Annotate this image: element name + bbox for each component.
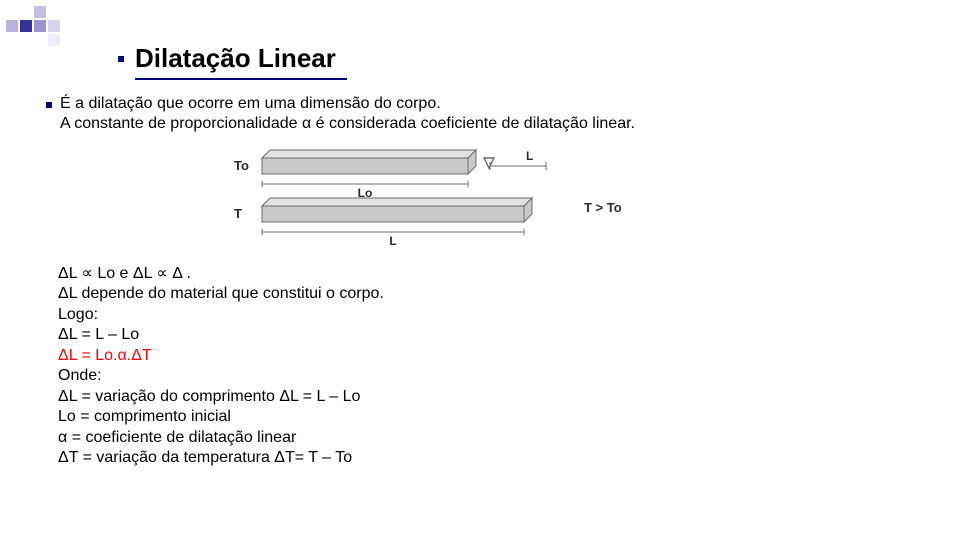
intro-line-1: É a dilatação que ocorre em uma dimensão… [60,94,635,114]
intro-text: É a dilatação que ocorre em uma dimensão… [60,94,635,134]
line-logo: Logo: [58,305,384,325]
intro-line-2: A constante de proporcionalidade α é con… [60,114,635,134]
page-title: Dilatação Linear [135,44,336,73]
svg-text:T: T [234,206,242,221]
body-text: ΔL ∝ Lo e ΔL ∝ Δ . ΔL depende do materia… [58,264,384,469]
line-onde: Onde: [58,366,384,386]
line-depende: ΔL depende do material que constitui o c… [58,284,384,304]
svg-text:T > To: T > To [584,200,622,215]
deco-box [48,34,60,46]
slide: Dilatação Linear É a dilatação que ocorr… [0,0,960,540]
dl-def-label: ΔL = variação do comprimento [58,388,279,405]
diagram-svg: To T Lo L L T > To [210,148,680,248]
deco-box [48,20,60,32]
dl-def-eq: ΔL = L – Lo [279,388,360,405]
body-bullet [46,102,52,108]
line-lo-def: Lo = comprimento inicial [58,407,384,427]
deco-box [34,20,46,32]
dilation-diagram: To T Lo L L T > To [210,148,680,253]
svg-text:L: L [526,149,533,163]
line-prop: ΔL ∝ Lo e ΔL ∝ Δ . [58,264,384,284]
deco-box [6,20,18,32]
dt-def-eq: ΔT= T – To [274,449,352,466]
deco-box [34,6,46,18]
svg-text:L: L [389,234,396,248]
dt-def-label: ΔT = variação da temperatura [58,449,274,466]
line-dt-def: ΔT = variação da temperatura ΔT= T – To [58,448,384,468]
svg-text:Lo: Lo [358,186,373,200]
line-dl-llo: ΔL = L – Lo [58,325,384,345]
title-underline [135,78,347,80]
title-bullet [118,56,124,62]
line-alpha-def: α = coeficiente de dilatação linear [58,428,384,448]
line-formula: ΔL = Lo.α.ΔT [58,346,384,366]
deco-box [20,20,32,32]
line-dl-def: ΔL = variação do comprimento ΔL = L – Lo [58,387,384,407]
svg-text:To: To [234,158,249,173]
